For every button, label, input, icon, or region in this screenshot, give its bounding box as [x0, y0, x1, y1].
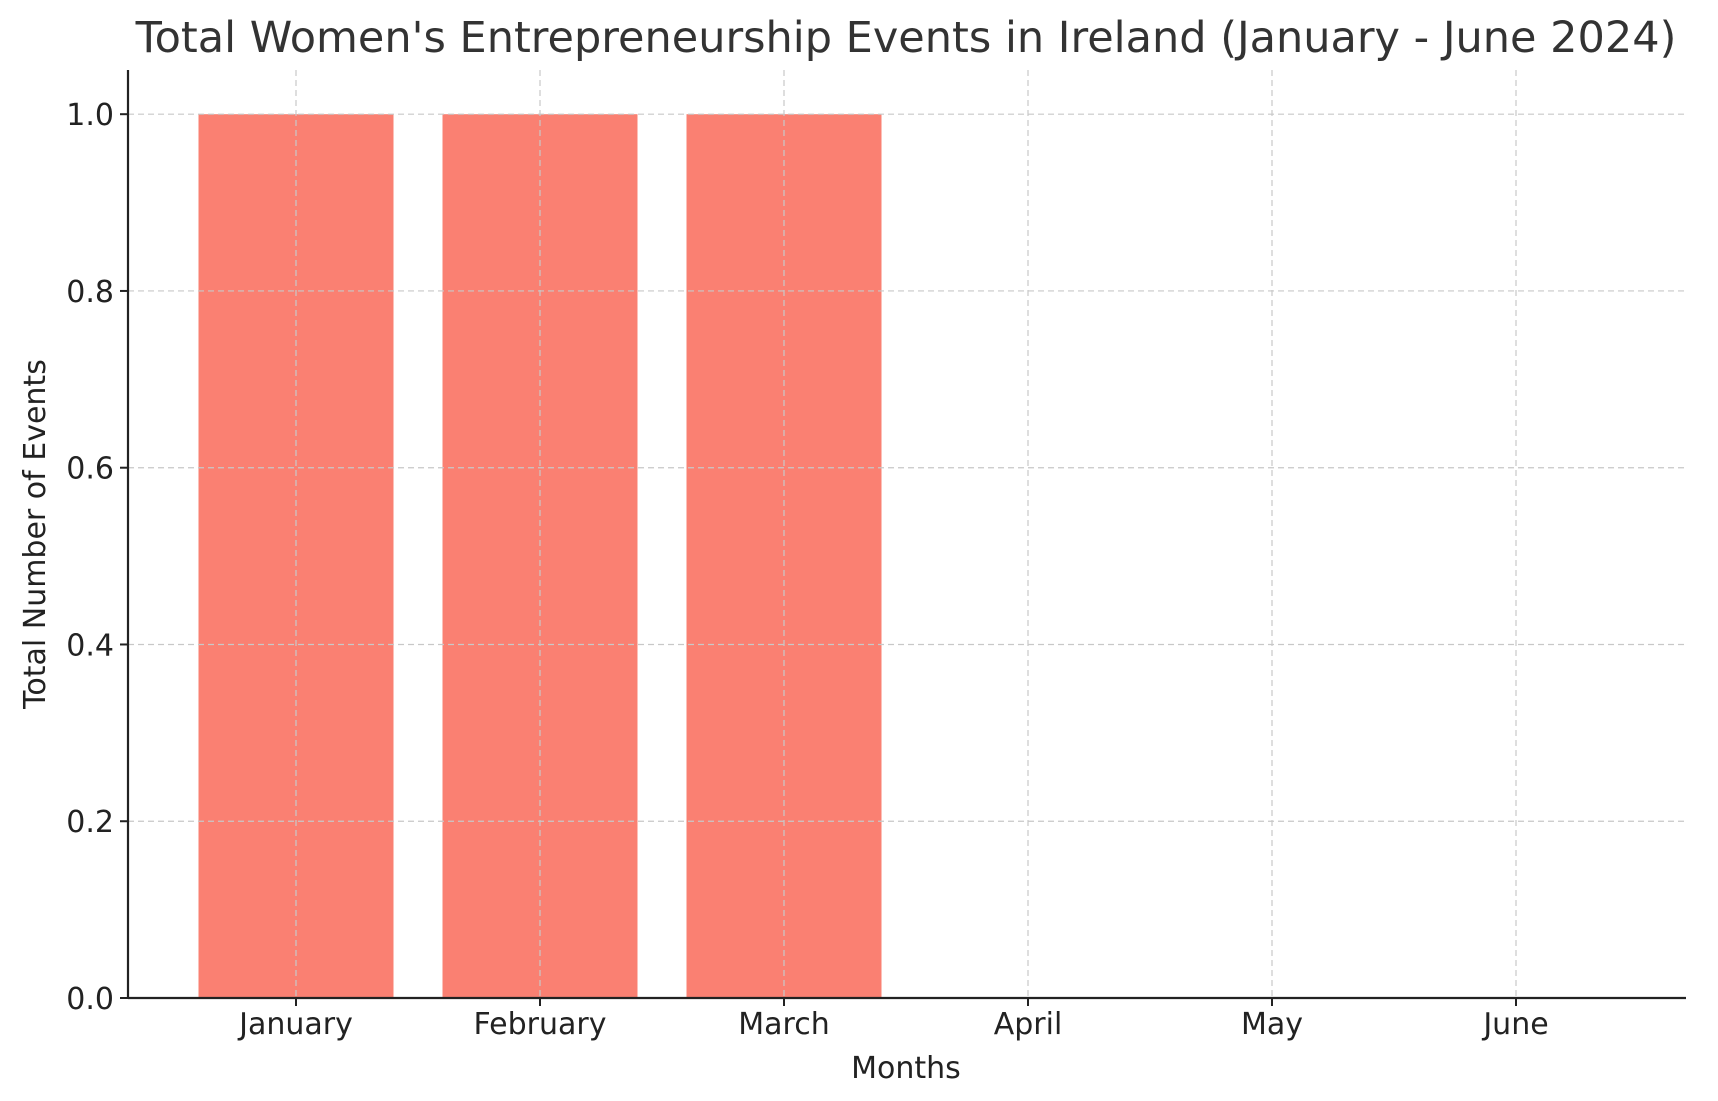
y-tick-label: 0.8: [66, 275, 114, 310]
y-tick-label: 0.6: [66, 452, 114, 487]
x-tick-label: January: [237, 1007, 353, 1042]
x-tick-label: February: [474, 1007, 607, 1042]
y-tick-label: 0.0: [66, 982, 114, 1017]
y-axis-label: Total Number of Events: [18, 359, 53, 710]
y-tick-label: 0.2: [66, 805, 114, 840]
x-tick-label: April: [994, 1007, 1063, 1042]
y-tick-label: 1.0: [66, 98, 114, 133]
chart-title: Total Women's Entrepreneurship Events in…: [135, 13, 1677, 63]
ticks: 0.0 0.2 0.4 0.6 0.8 1.0 January February March Ap…: [66, 98, 1548, 1042]
grid: [128, 70, 1686, 998]
x-tick-label: May: [1241, 1007, 1303, 1042]
axes: [126, 70, 1686, 1000]
x-axis-label: Months: [851, 1051, 961, 1086]
y-tick-label: 0.4: [66, 628, 114, 663]
x-tick-label: March: [738, 1007, 829, 1042]
x-tick-label: June: [1481, 1007, 1548, 1042]
